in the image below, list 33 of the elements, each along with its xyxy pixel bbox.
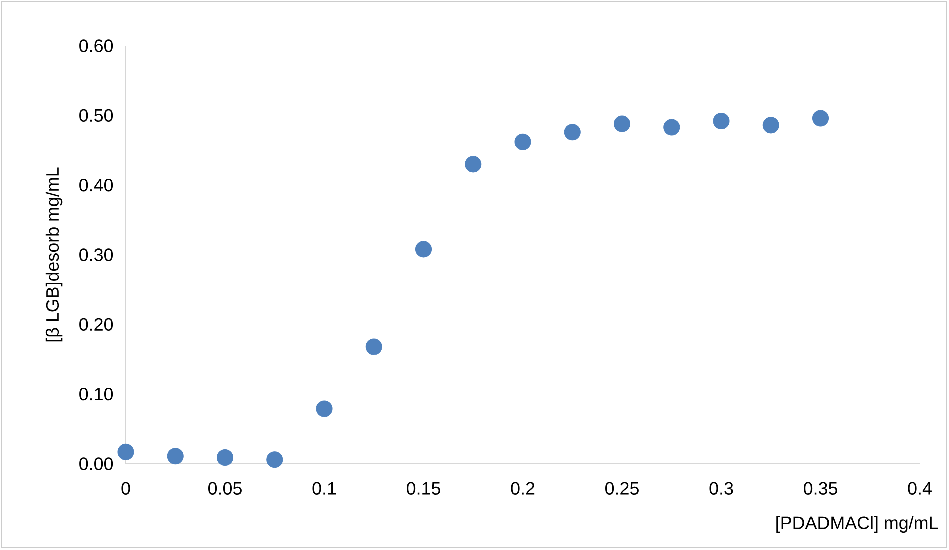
point — [415, 241, 432, 258]
y-axis-title: [β LGB]desorb mg/mL — [46, 168, 63, 342]
point — [664, 119, 680, 136]
x-tick-label: 0.3 — [710, 482, 734, 495]
x-tick-label: 0.4 — [908, 482, 932, 495]
x-tick-label: 0.05 — [208, 482, 242, 495]
x-tick-label: 0.1 — [312, 482, 336, 495]
point — [514, 134, 532, 150]
y-tick-label: 0.30 — [80, 248, 114, 262]
x-tick-label: 0.2 — [511, 482, 535, 495]
point — [366, 338, 382, 356]
point — [812, 110, 830, 127]
y-tick-label: 0.50 — [80, 109, 114, 122]
y-tick-label: 0.60 — [80, 40, 114, 52]
point — [465, 156, 482, 173]
y-tick-label: 0.40 — [80, 179, 114, 192]
point — [316, 400, 333, 418]
point — [167, 448, 184, 465]
point — [564, 124, 581, 141]
x-axis-title: [PDADMACl] mg/mL — [776, 516, 938, 533]
x-tick-label: 0.35 — [804, 482, 838, 495]
x-tick-label: 0.25 — [606, 482, 639, 495]
point — [762, 117, 780, 134]
point — [266, 452, 284, 468]
x-tick-label: 0 — [122, 482, 130, 495]
point — [614, 116, 631, 132]
y-tick-label: 0.20 — [80, 318, 114, 332]
point — [713, 112, 730, 130]
y-tick-label: 0.10 — [80, 388, 114, 401]
point — [216, 449, 234, 466]
y-tick-label: 0.00 — [80, 458, 114, 470]
point — [118, 444, 134, 460]
x-tick-label: 0.15 — [407, 482, 440, 495]
